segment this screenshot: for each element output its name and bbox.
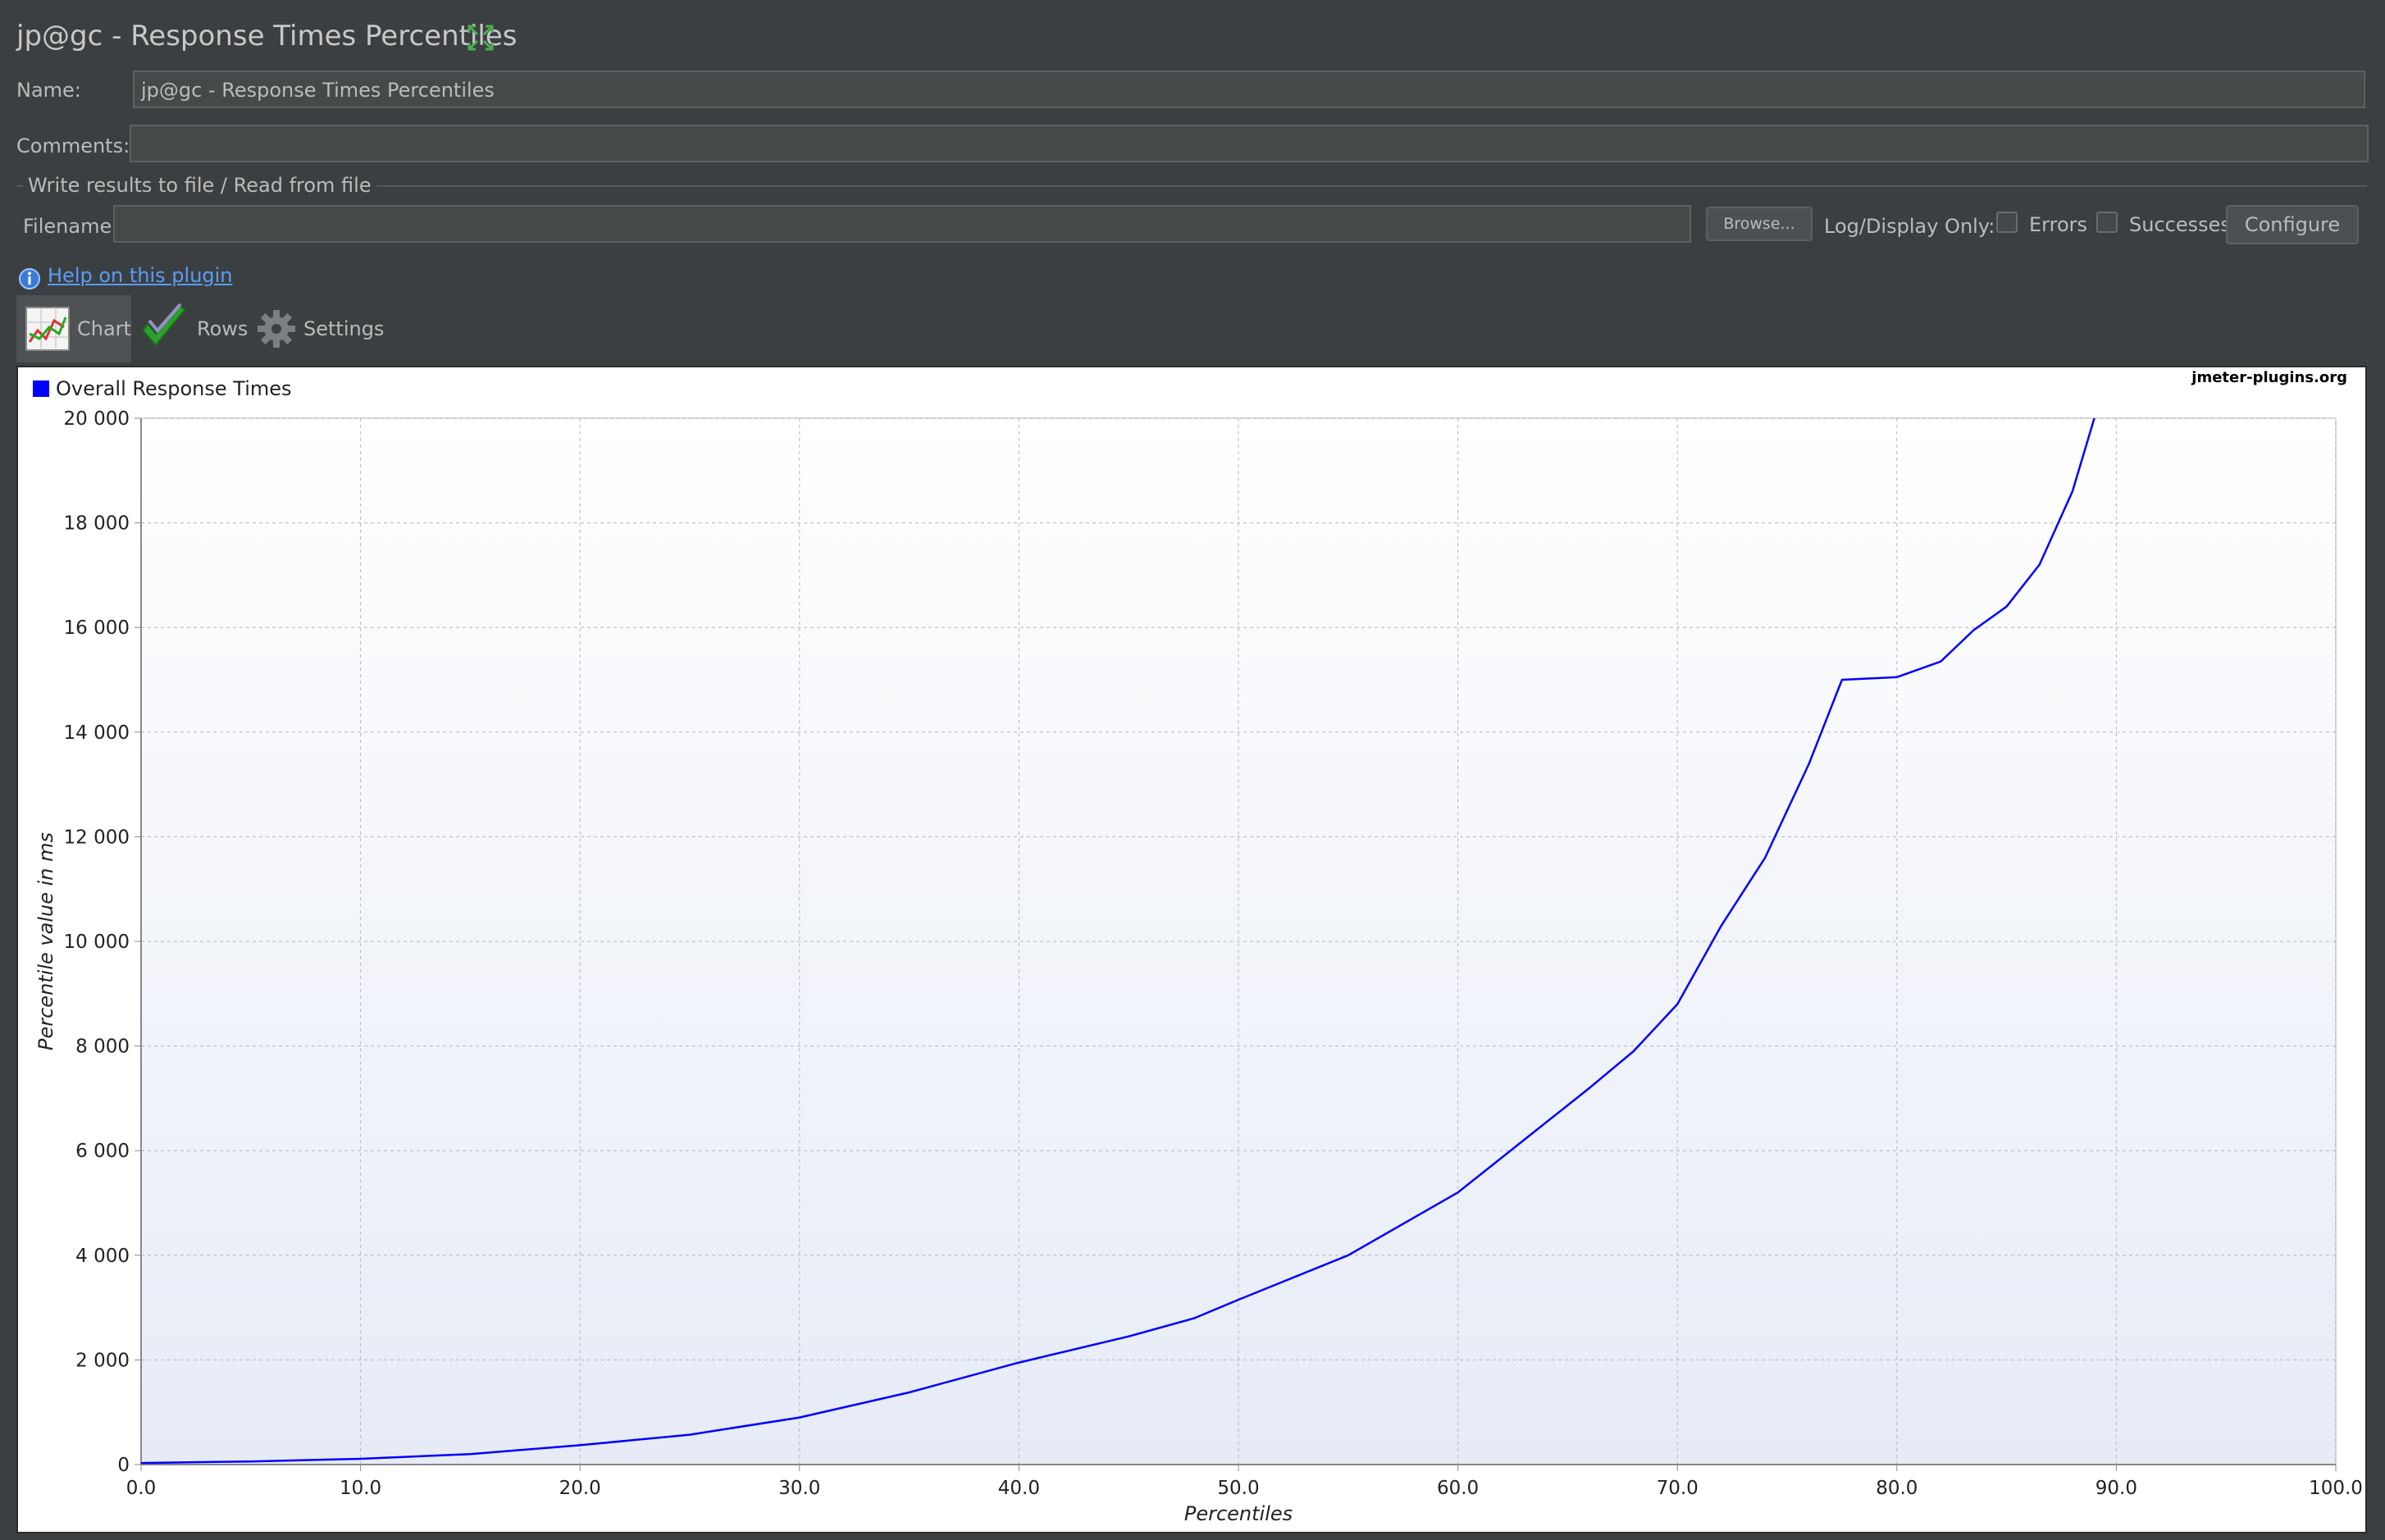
window-title: jp@gc - Response Times Percentiles — [16, 20, 518, 52]
tab-rows-label: Rows — [197, 317, 249, 340]
x-tick-label: 70.0 — [1657, 1478, 1699, 1499]
configure-button[interactable]: Configure — [2226, 205, 2359, 244]
comments-field[interactable] — [130, 125, 2369, 162]
x-tick-label: 40.0 — [998, 1478, 1040, 1499]
fieldset-title: Write results to file / Read from file — [23, 174, 376, 197]
x-tick-label: 50.0 — [1217, 1478, 1259, 1499]
y-tick-label: 14 000 — [64, 722, 130, 744]
y-tick-label: 2 000 — [75, 1350, 130, 1371]
series-line-overall-response-times — [140, 417, 2095, 1465]
x-tick-label: 100.0 — [2309, 1478, 2363, 1499]
legend-swatch — [33, 380, 49, 397]
info-icon — [19, 268, 40, 289]
y-tick-label: 0 — [117, 1455, 130, 1476]
expand-icon[interactable] — [464, 21, 497, 54]
percentiles-chart: jmeter-plugins.org Overall Response Time… — [33, 369, 2363, 1525]
errors-checkbox[interactable] — [1996, 212, 2018, 233]
y-axis-title: Percentile value in ms — [34, 832, 57, 1050]
legend-label: Overall Response Times — [56, 377, 292, 400]
x-tick-label: 30.0 — [778, 1478, 820, 1499]
successes-label: Successes — [2129, 213, 2231, 236]
x-tick-label: 0.0 — [126, 1478, 157, 1499]
browse-button[interactable]: Browse... — [1706, 207, 1813, 241]
filename-field[interactable] — [113, 205, 1691, 243]
watermark: jmeter-plugins.org — [2191, 369, 2347, 386]
name-label: Name: — [16, 79, 81, 102]
x-tick-label: 80.0 — [1876, 1478, 1918, 1499]
name-field[interactable]: jp@gc - Response Times Percentiles — [133, 71, 2365, 108]
x-axis-title: Percentiles — [1184, 1502, 1293, 1525]
y-tick-label: 8 000 — [75, 1037, 130, 1058]
chart-panel: jmeter-plugins.org Overall Response Time… — [16, 366, 2367, 1533]
help-link[interactable]: Help on this plugin — [48, 264, 233, 287]
y-tick-label: 10 000 — [64, 932, 130, 953]
tab-settings[interactable]: Settings — [256, 295, 387, 362]
y-tick-label: 6 000 — [75, 1141, 130, 1162]
x-tick-label: 10.0 — [340, 1478, 381, 1499]
y-tick-label: 16 000 — [64, 617, 130, 639]
fieldset-border — [16, 185, 2367, 187]
errors-label: Errors — [2029, 213, 2088, 236]
tab-chart[interactable]: Chart — [16, 295, 131, 362]
y-tick-label: 4 000 — [75, 1246, 130, 1267]
gear-icon — [258, 310, 295, 348]
x-tick-label: 20.0 — [559, 1478, 601, 1499]
x-axis-ticks: 0.0 10.0 20.0 30.0 40.0 50.0 60.0 70.0 80.0 90.0 1… — [126, 1465, 2363, 1499]
chart-icon — [25, 307, 70, 351]
log-display-label: Log/Display Only: — [1824, 215, 1995, 238]
tab-chart-label: Chart — [77, 317, 131, 340]
y-tick-label: 18 000 — [64, 513, 130, 535]
tab-rows[interactable]: Rows — [138, 295, 251, 362]
checkmark-icon — [141, 303, 187, 347]
y-tick-label: 12 000 — [64, 827, 130, 848]
tab-settings-label: Settings — [303, 317, 385, 340]
y-tick-label: 20 000 — [64, 408, 130, 430]
y-axis-ticks: 0 2 000 4 000 6 000 8 000 10 000 12 000 14 000 1… — [64, 408, 141, 1476]
successes-checkbox[interactable] — [2096, 212, 2118, 233]
filename-label: Filename — [23, 215, 112, 238]
x-tick-label: 90.0 — [2095, 1478, 2137, 1499]
comments-label: Comments: — [16, 134, 130, 157]
x-tick-label: 60.0 — [1437, 1478, 1479, 1499]
